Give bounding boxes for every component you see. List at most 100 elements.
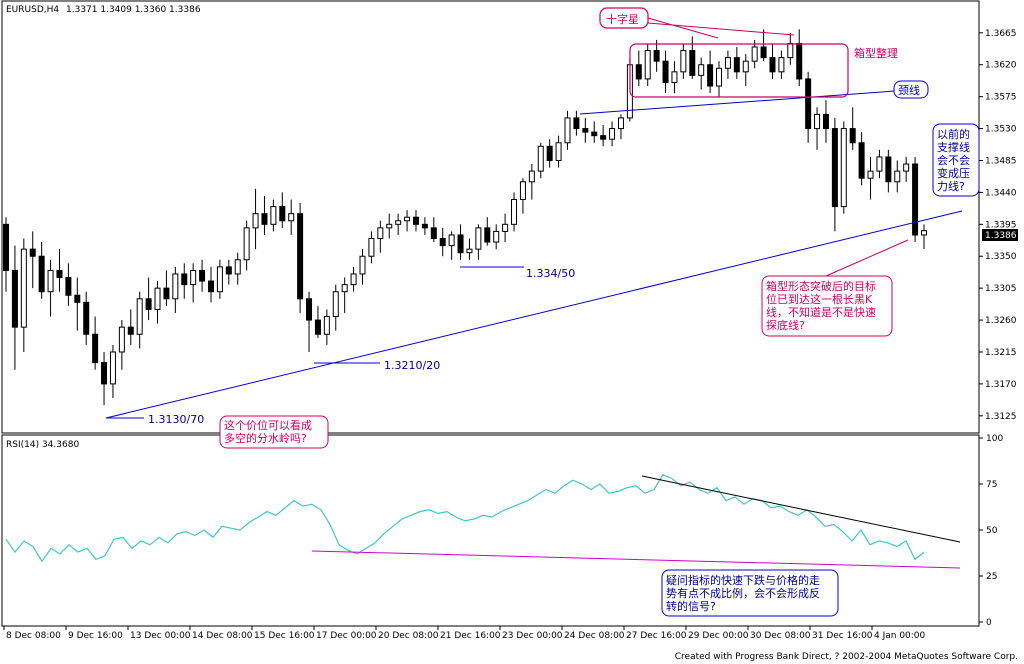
candle xyxy=(439,227,446,257)
time-tick-label: 9 Dec 16:00 xyxy=(68,631,123,641)
doji-arrow-1 xyxy=(647,17,719,39)
candle-body-down xyxy=(796,42,803,80)
candle xyxy=(216,259,223,299)
candle xyxy=(635,50,642,87)
candle-body-up xyxy=(234,259,241,275)
time-tick-label: 30 Dec 08:00 xyxy=(750,631,811,641)
candle xyxy=(849,107,856,150)
candle-body-up xyxy=(555,142,562,161)
candle-body-down xyxy=(181,273,188,286)
candle xyxy=(20,238,27,352)
rsi-tick-label: 0 xyxy=(986,618,992,628)
candle-body-up xyxy=(216,266,223,293)
candle xyxy=(83,291,90,345)
candle-body-down xyxy=(912,163,919,236)
candle-body-down xyxy=(3,223,9,271)
candle-body-up xyxy=(47,269,54,293)
candle-body-up xyxy=(359,255,366,275)
price-tick-label: 1.3530 xyxy=(985,125,1017,135)
candle xyxy=(885,149,892,193)
candle-body-up xyxy=(778,57,785,73)
candle xyxy=(912,156,919,243)
candle-body-down xyxy=(635,64,642,80)
candle-body-down xyxy=(662,60,669,83)
candle xyxy=(118,320,125,370)
note-line: 探底线? xyxy=(766,318,805,332)
candle-body-up xyxy=(724,57,731,69)
note-line: 会不会 xyxy=(937,154,970,167)
candle-body-down xyxy=(314,319,321,335)
candle-body-up xyxy=(511,198,518,225)
candle-body-down xyxy=(74,294,81,303)
watershed-callout xyxy=(219,415,329,449)
candle-body-up xyxy=(840,128,847,208)
level-label-3: 1.334/50 xyxy=(526,267,575,280)
candle-body-up xyxy=(288,213,295,222)
candle xyxy=(145,277,152,321)
divergence-callout xyxy=(661,569,839,617)
candle xyxy=(279,192,286,228)
time-tick-label: 31 Dec 16:00 xyxy=(812,631,873,641)
candle-body-down xyxy=(207,280,214,293)
price-tick-label: 1.3665 xyxy=(985,29,1017,39)
candle-body-down xyxy=(849,128,856,144)
candle xyxy=(412,210,419,232)
candle-body-up xyxy=(528,170,535,183)
candle-body-down xyxy=(412,216,419,225)
candle xyxy=(502,213,509,243)
price-tick-label: 1.3125 xyxy=(985,412,1017,422)
candle xyxy=(377,220,384,253)
candle-body-up xyxy=(751,46,758,62)
candle xyxy=(662,50,669,94)
price-tick-label: 1.3575 xyxy=(985,93,1017,103)
candle-body-down xyxy=(546,145,553,161)
candle-body-up xyxy=(894,170,901,183)
candle-body-down xyxy=(101,362,108,385)
box-label: 箱型整理 xyxy=(854,46,898,60)
candle-body-down xyxy=(760,46,767,59)
symbol-header: EURUSD,H4 xyxy=(6,5,59,15)
candle xyxy=(261,195,268,235)
price-tick-label: 1.3395 xyxy=(985,220,1017,230)
candle xyxy=(190,263,197,303)
doji-arrow-2 xyxy=(647,22,795,36)
rsi-tick-label: 50 xyxy=(986,526,998,536)
candle-body-down xyxy=(421,223,428,229)
candle-body-down xyxy=(225,266,232,275)
candle xyxy=(751,39,758,69)
candle-body-up xyxy=(154,287,161,310)
candle xyxy=(876,149,883,179)
candle xyxy=(65,263,72,306)
time-tick-label: 20 Dec 08:00 xyxy=(378,631,439,641)
price-marker-text: 1.3386 xyxy=(985,231,1017,241)
candle xyxy=(252,188,259,250)
candle-body-down xyxy=(11,269,18,328)
note-line: 多空的分水岭吗? xyxy=(224,431,307,445)
candle-body-up xyxy=(921,230,927,236)
candle-body-down xyxy=(56,269,63,279)
price-marker-box xyxy=(982,229,1018,241)
candle xyxy=(430,217,437,243)
doji-label: 十字星 xyxy=(606,12,639,26)
candle xyxy=(760,29,767,62)
candle-body-up xyxy=(395,220,402,225)
price-tick-label: 1.3170 xyxy=(985,380,1017,390)
candle xyxy=(243,220,250,271)
target-arrow xyxy=(825,239,909,277)
candle xyxy=(537,142,544,179)
candle-body-up xyxy=(466,248,473,254)
candle xyxy=(181,263,188,299)
candle xyxy=(698,57,705,90)
candle-body-up xyxy=(252,213,259,229)
note-line: 势有点不成比例，会不会形成反 xyxy=(666,586,820,600)
candle-body-up xyxy=(172,273,179,300)
candle-body-up xyxy=(243,227,250,261)
candle xyxy=(591,121,598,143)
candle-body-down xyxy=(831,128,838,208)
candle-body-up xyxy=(680,50,687,73)
candle xyxy=(733,47,740,79)
note-line: 箱型形态突破后的目标 xyxy=(766,279,876,293)
price-tick-label: 1.3305 xyxy=(985,284,1017,294)
candle-body-up xyxy=(698,64,705,76)
